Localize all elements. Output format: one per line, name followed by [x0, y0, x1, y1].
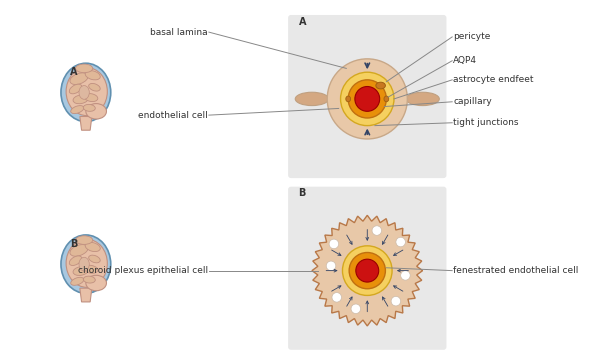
Circle shape [372, 226, 382, 235]
Ellipse shape [86, 104, 106, 119]
Text: A: A [70, 67, 77, 77]
Text: A: A [299, 17, 306, 27]
FancyBboxPatch shape [288, 187, 446, 350]
Text: choroid plexus epithelial cell: choroid plexus epithelial cell [78, 266, 208, 275]
Text: tight junctions: tight junctions [453, 118, 518, 127]
Ellipse shape [66, 239, 107, 287]
Text: fenestrated endothelial cell: fenestrated endothelial cell [453, 266, 578, 275]
Circle shape [329, 239, 338, 249]
Ellipse shape [406, 92, 439, 105]
Text: B: B [299, 188, 306, 198]
Ellipse shape [89, 255, 100, 263]
Ellipse shape [69, 84, 82, 94]
Ellipse shape [61, 63, 111, 122]
Circle shape [343, 246, 392, 296]
Ellipse shape [76, 64, 93, 73]
Ellipse shape [83, 276, 95, 283]
Ellipse shape [83, 104, 95, 111]
Circle shape [391, 296, 401, 306]
Circle shape [396, 237, 406, 247]
Ellipse shape [84, 94, 98, 102]
Ellipse shape [79, 86, 89, 99]
Text: endothelial cell: endothelial cell [138, 111, 208, 120]
Ellipse shape [73, 95, 88, 104]
Text: capillary: capillary [453, 97, 492, 106]
Ellipse shape [66, 68, 107, 116]
Ellipse shape [86, 275, 106, 291]
Text: AQP4: AQP4 [453, 56, 477, 65]
Ellipse shape [295, 92, 329, 105]
Ellipse shape [84, 265, 98, 273]
Ellipse shape [71, 105, 84, 114]
Ellipse shape [61, 235, 111, 293]
Polygon shape [312, 215, 422, 326]
Text: B: B [70, 239, 77, 249]
Ellipse shape [85, 242, 100, 252]
Ellipse shape [70, 73, 88, 85]
Ellipse shape [89, 84, 100, 91]
Ellipse shape [79, 257, 89, 271]
Ellipse shape [346, 96, 350, 102]
Circle shape [351, 304, 361, 314]
Ellipse shape [70, 244, 88, 256]
Ellipse shape [376, 82, 385, 89]
Text: pericyte: pericyte [453, 32, 491, 41]
Ellipse shape [73, 266, 88, 275]
Circle shape [401, 271, 410, 280]
Circle shape [326, 261, 336, 271]
Ellipse shape [384, 96, 389, 102]
Text: astrocyte endfeet: astrocyte endfeet [453, 75, 533, 84]
Text: basal lamina: basal lamina [151, 28, 208, 37]
Ellipse shape [85, 71, 100, 80]
Circle shape [327, 59, 407, 139]
Circle shape [348, 80, 386, 118]
FancyBboxPatch shape [288, 15, 446, 178]
Polygon shape [80, 117, 92, 130]
Circle shape [341, 72, 394, 126]
Circle shape [355, 86, 380, 111]
Polygon shape [80, 288, 92, 302]
Circle shape [332, 293, 341, 302]
Circle shape [349, 252, 385, 289]
Ellipse shape [76, 236, 93, 244]
Ellipse shape [71, 277, 84, 285]
Ellipse shape [69, 256, 82, 265]
Circle shape [356, 259, 379, 282]
